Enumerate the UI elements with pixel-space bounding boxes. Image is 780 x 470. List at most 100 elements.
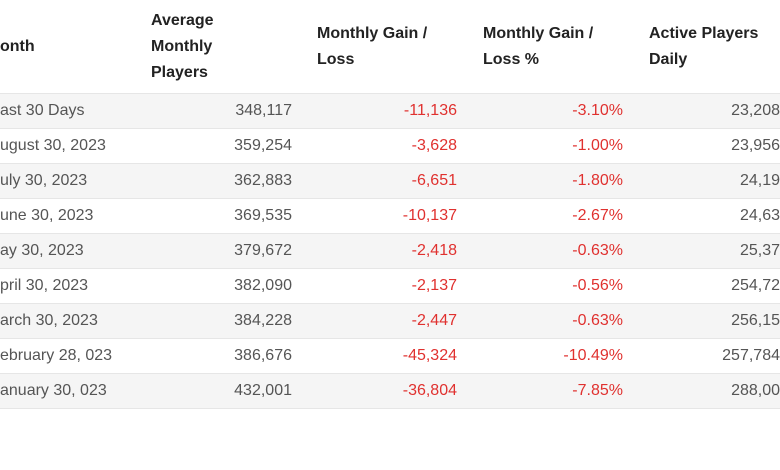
header-text: Active Players Daily <box>649 24 759 68</box>
table-cell: -36,804 <box>302 374 467 408</box>
table-cell: -11,136 <box>302 94 467 128</box>
cell-text: 23,208 <box>731 102 780 119</box>
cell-text: -2,418 <box>411 242 457 259</box>
table-cell: 384,228 <box>140 304 302 338</box>
table-cell: 254,72 <box>633 269 780 303</box>
table-cell: une 30, 2023 <box>0 199 140 233</box>
header-text: Average Monthly Players <box>151 11 214 81</box>
header-text: Monthly Gain / Loss <box>317 24 428 68</box>
table-cell: -1.00% <box>467 129 633 163</box>
cell-text: uly 30, 2023 <box>0 172 88 189</box>
table-cell: -2.67% <box>467 199 633 233</box>
header-cell: Average Monthly Players <box>140 0 302 93</box>
cell-text: -1.00% <box>572 137 623 154</box>
cell-text: -11,136 <box>403 102 457 119</box>
players-table: onth Average Monthly Players Monthly Gain … <box>0 0 780 409</box>
table-cell: ast 30 Days <box>0 94 140 128</box>
table-cell: ebruary 28, 023 <box>0 339 140 373</box>
cell-text: -3,628 <box>411 137 457 154</box>
cell-text: 23,956 <box>731 137 780 154</box>
cell-text: 256,15 <box>731 312 780 329</box>
cell-text: 432,001 <box>234 382 292 399</box>
table-cell: -2,418 <box>302 234 467 268</box>
table-row: pril 30, 2023 382,090 -2,137 -0.56% 254,72 <box>0 269 780 304</box>
cell-text: -1.80% <box>572 172 623 189</box>
cell-text: -2.67% <box>572 207 623 224</box>
table-cell: 288,00 <box>633 374 780 408</box>
cell-text: 254,72 <box>731 277 780 294</box>
cell-text: -0.63% <box>572 242 623 259</box>
cell-text: 379,672 <box>234 242 292 259</box>
header-text: onth <box>0 37 35 55</box>
cell-text: -3.10% <box>572 102 623 119</box>
table-cell: -0.56% <box>467 269 633 303</box>
table-cell: 379,672 <box>140 234 302 268</box>
table-row: ay 30, 2023 379,672 -2,418 -0.63% 25,37 <box>0 234 780 269</box>
cell-text: anuary 30, 023 <box>0 382 107 399</box>
table-row: ast 30 Days 348,117 -11,136 -3.10% 23,208 <box>0 94 780 129</box>
table-cell: 25,37 <box>633 234 780 268</box>
table-cell: -3.10% <box>467 94 633 128</box>
table-cell: 23,208 <box>633 94 780 128</box>
cell-text: -7.85% <box>572 382 623 399</box>
cell-text: -10.49% <box>563 347 623 364</box>
table-cell: -0.63% <box>467 234 633 268</box>
cell-text: 24,19 <box>739 172 780 189</box>
cell-text: -0.56% <box>572 277 623 294</box>
cell-text: -0.63% <box>572 312 623 329</box>
cell-text: 288,00 <box>731 382 780 399</box>
cell-text: 384,228 <box>234 312 292 329</box>
table-cell: -6,651 <box>302 164 467 198</box>
cell-text: ast 30 Days <box>0 102 85 119</box>
table-row: anuary 30, 023 432,001 -36,804 -7.85% 288,00 <box>0 374 780 409</box>
table-cell: -45,324 <box>302 339 467 373</box>
table-cell: 382,090 <box>140 269 302 303</box>
cell-text: -2,447 <box>411 312 457 329</box>
table-cell: -2,137 <box>302 269 467 303</box>
table-cell: -3,628 <box>302 129 467 163</box>
table-cell: 24,19 <box>633 164 780 198</box>
table-cell: -1.80% <box>467 164 633 198</box>
table-cell: -0.63% <box>467 304 633 338</box>
header-text: Monthly Gain / Loss % <box>483 24 594 68</box>
cell-text: -2,137 <box>411 277 457 294</box>
header-cell: Monthly Gain / Loss % <box>467 0 633 93</box>
cell-text: -6,651 <box>411 172 457 189</box>
table-cell: uly 30, 2023 <box>0 164 140 198</box>
table-cell: 369,535 <box>140 199 302 233</box>
table-cell: -10.49% <box>467 339 633 373</box>
table-cell: -10,137 <box>302 199 467 233</box>
cell-text: ugust 30, 2023 <box>0 137 106 154</box>
cell-text: une 30, 2023 <box>0 207 94 224</box>
cell-text: 369,535 <box>234 207 292 224</box>
table-cell: -7.85% <box>467 374 633 408</box>
table-cell: 386,676 <box>140 339 302 373</box>
table-row: ugust 30, 2023 359,254 -3,628 -1.00% 23,956 <box>0 129 780 164</box>
cell-text: -45,324 <box>402 347 457 364</box>
header-cell: onth <box>0 0 140 93</box>
table-cell: arch 30, 2023 <box>0 304 140 338</box>
table-row: uly 30, 2023 362,883 -6,651 -1.80% 24,19 <box>0 164 780 199</box>
cell-text: 257,784 <box>722 347 780 364</box>
table-cell: ugust 30, 2023 <box>0 129 140 163</box>
cell-text: 362,883 <box>234 172 292 189</box>
cell-text: ebruary 28, 023 <box>0 347 113 364</box>
table-cell: pril 30, 2023 <box>0 269 140 303</box>
table-cell: 348,117 <box>140 94 302 128</box>
header-cell: Monthly Gain / Loss <box>302 0 467 93</box>
cell-text: -10,137 <box>402 207 457 224</box>
cell-text: arch 30, 2023 <box>0 312 98 329</box>
table-row: arch 30, 2023 384,228 -2,447 -0.63% 256,15 <box>0 304 780 339</box>
header-row: onth Average Monthly Players Monthly Gain … <box>0 0 780 94</box>
table-cell: anuary 30, 023 <box>0 374 140 408</box>
cell-text: 382,090 <box>234 277 292 294</box>
cell-text: ay 30, 2023 <box>0 242 84 259</box>
table-cell: 256,15 <box>633 304 780 338</box>
cell-text: 386,676 <box>234 347 292 364</box>
cell-text: 25,37 <box>739 242 780 259</box>
table-cell: 24,63 <box>633 199 780 233</box>
cell-text: 24,63 <box>739 207 780 224</box>
table-cell: 257,784 <box>633 339 780 373</box>
table-cell: 359,254 <box>140 129 302 163</box>
